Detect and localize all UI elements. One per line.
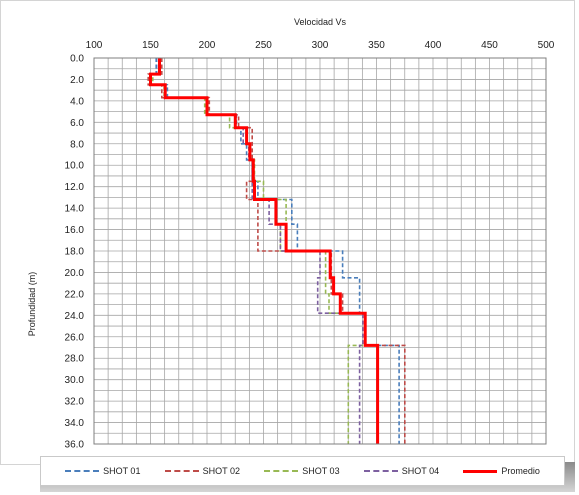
series-line-shot-02 [147,58,406,444]
series-line-promedio [149,58,380,444]
legend-label: SHOT 01 [103,466,141,476]
x-tick-label: 200 [199,40,216,51]
legend-swatch [363,470,398,472]
legend-label: SHOT 04 [401,466,440,476]
series-lines [147,58,406,444]
chart-title: Velocidad Vs [294,17,347,27]
y-tick-label: 34.0 [65,418,85,429]
legend-swatch [463,469,498,473]
x-tick-label: 100 [86,40,103,51]
legend-item: SHOT 03 [264,466,340,476]
legend-swatch [264,470,299,472]
chart-svg: Velocidad Vs Profundidad (m) 100 150 200 25… [27,17,555,451]
x-tick-label: 350 [368,40,385,51]
y-tick-label: 36.0 [65,440,85,451]
x-tick-label: 500 [538,40,555,51]
legend-label: SHOT 02 [202,466,241,476]
x-tick-labels: 100 150 200 250 300 350 400 450 500 [86,40,555,51]
x-tick-label: 250 [255,40,272,51]
y-tick-label: 24.0 [65,311,85,322]
x-tick-label: 150 [142,40,159,51]
y-tick-label: 28.0 [65,354,85,365]
plot-border [93,57,547,445]
y-axis-label: Profundidad (m) [27,272,37,337]
y-tick-label: 26.0 [65,332,85,343]
legend-label: SHOT 03 [302,466,340,476]
y-tick-label: 18.0 [65,247,85,258]
y-tick-label: 2.0 [70,75,84,86]
y-tick-label: 10.0 [65,161,85,172]
y-tick-label: 6.0 [70,118,84,129]
y-tick-label: 16.0 [65,225,85,236]
legend-item: Promedio [463,466,540,476]
y-tick-label: 0.0 [70,54,84,65]
x-tick-label: 300 [312,40,329,51]
x-tick-label: 400 [425,40,442,51]
y-tick-label: 22.0 [65,289,85,300]
x-tick-label: 450 [481,40,498,51]
legend-swatch [65,470,100,472]
y-tick-label: 14.0 [65,204,85,215]
legend-item: SHOT 01 [65,466,140,476]
chart-frame: Velocidad Vs Profundidad (m) 100 150 200 25… [0,0,575,465]
legend-item: SHOT 02 [164,466,241,476]
y-tick-label: 20.0 [65,268,85,279]
y-tick-label: 12.0 [65,182,85,193]
series-line-shot-03 [152,58,367,444]
legend-item: SHOT 04 [363,466,440,476]
legend: SHOT 01 SHOT 02 SHOT 03 SHOT 04 Promedio [40,456,565,486]
y-tick-label: 8.0 [70,139,84,150]
y-tick-label: 4.0 [70,96,84,107]
y-tick-label: 32.0 [65,397,85,408]
legend-swatch [164,470,199,472]
y-tick-labels: 0.0 2.0 4.0 6.0 8.0 10.0 12.0 14.0 16.0 18.0 20.0 2… [65,54,85,451]
legend-label: Promedio [501,466,540,476]
y-tick-label: 30.0 [65,375,85,386]
